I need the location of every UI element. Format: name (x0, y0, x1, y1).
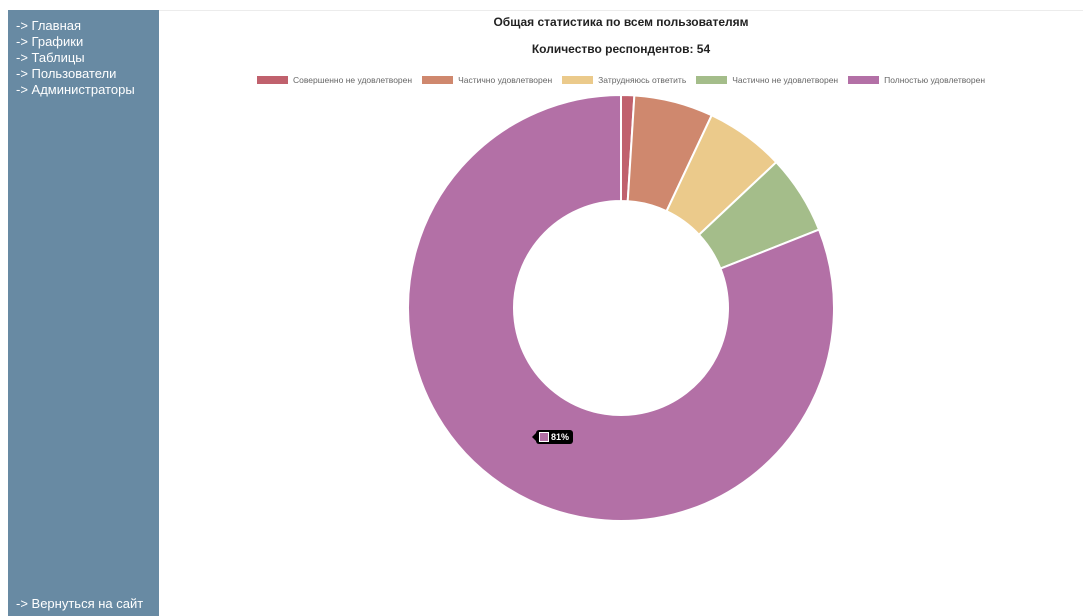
legend-label-0: Совершенно не удовлетворен (292, 75, 413, 85)
doughnut-slice-4[interactable] (407, 93, 835, 522)
legend-item-2[interactable]: Затрудняюсь ответить (562, 75, 686, 85)
sidebar-item-users[interactable]: -> Пользователи (16, 66, 117, 81)
sidebar-item-charts[interactable]: -> Графики (16, 34, 84, 49)
chart-legend: Совершенно не удовлетворен Частично удов… (159, 75, 1083, 85)
sidebar: -> Главная -> Графики -> Таблицы -> Поль… (8, 10, 159, 616)
legend-label-3: Частично не удовлетворен (732, 75, 839, 85)
chart-subtitle: Количество респондентов: 54 (531, 42, 711, 56)
legend-swatch-0 (256, 76, 288, 84)
legend-label-1: Частично удовлетворен (458, 75, 553, 85)
legend-swatch-4 (848, 76, 880, 84)
back-to-site-link[interactable]: -> Вернуться на сайт (16, 596, 144, 611)
tooltip-swatch (539, 432, 549, 442)
sidebar-item-home[interactable]: -> Главная (16, 18, 82, 33)
legend-item-3[interactable]: Частично не удовлетворен (696, 75, 838, 85)
legend-swatch-1 (422, 76, 454, 84)
legend-label-4: Полностью удовлетворен (884, 75, 986, 85)
tooltip-value: 81% (551, 432, 570, 442)
legend-label-2: Затрудняюсь ответить (598, 75, 687, 85)
doughnut-chart (407, 93, 835, 522)
sidebar-nav: -> Главная -> Графики -> Таблицы -> Поль… (8, 10, 159, 98)
chart-tooltip: 81% (531, 430, 574, 444)
chart-title: Общая статистика по всем пользователям (493, 15, 749, 29)
legend-item-4[interactable]: Полностью удовлетворен (848, 75, 985, 85)
legend-swatch-3 (696, 76, 728, 84)
legend-item-0[interactable]: Совершенно не удовлетворен (256, 75, 413, 85)
legend-item-1[interactable]: Частично удовлетворен (422, 75, 552, 85)
legend-swatch-2 (562, 76, 594, 84)
sidebar-item-admins[interactable]: -> Администраторы (16, 82, 135, 97)
chart-panel: Общая статистика по всем пользователям К… (159, 10, 1083, 616)
top-divider (159, 10, 1083, 11)
sidebar-item-tables[interactable]: -> Таблицы (16, 50, 85, 65)
